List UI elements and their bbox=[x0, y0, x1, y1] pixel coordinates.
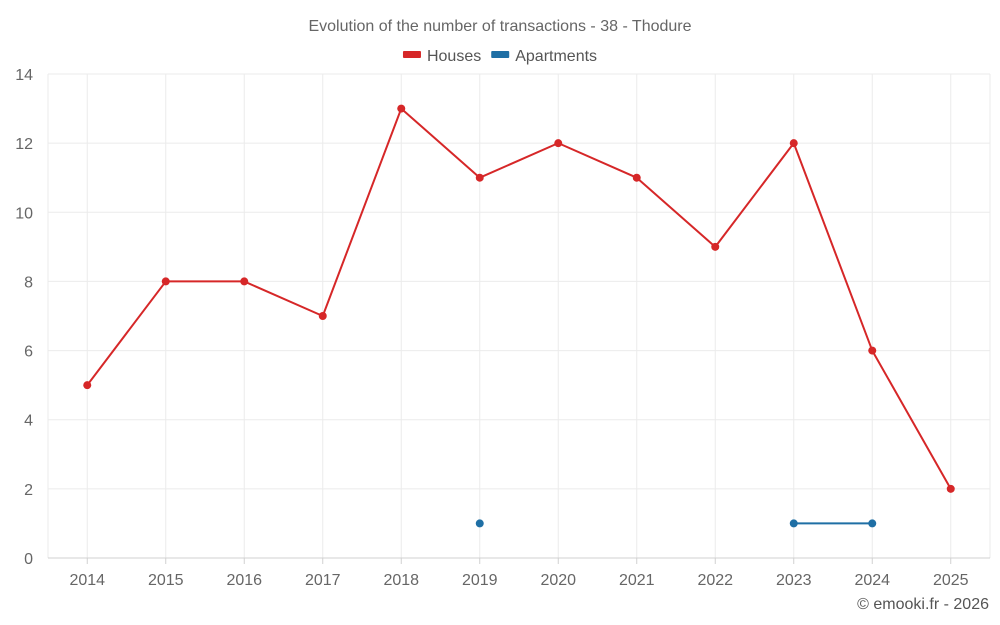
data-point[interactable] bbox=[240, 277, 249, 286]
y-tick-label: 10 bbox=[15, 205, 33, 222]
credit-text: © emooki.fr - 2026 bbox=[857, 596, 989, 613]
x-tick-label: 2015 bbox=[148, 572, 184, 589]
data-point[interactable] bbox=[632, 173, 641, 182]
series-line-segment bbox=[86, 280, 167, 387]
data-point[interactable] bbox=[554, 139, 563, 148]
series-line-segment bbox=[871, 349, 952, 490]
data-point[interactable] bbox=[161, 277, 170, 286]
axes: 0 2 4 6 8 10 12 14 2014 2015 2016 2017 2018 2019 2020 2… bbox=[15, 67, 990, 589]
y-tick-label: 8 bbox=[24, 274, 33, 291]
series-houses bbox=[83, 104, 955, 493]
series-line-segment bbox=[478, 142, 560, 179]
y-tick-label: 4 bbox=[24, 413, 33, 430]
x-tick-label: 2014 bbox=[69, 572, 105, 589]
legend-label: Apartments bbox=[515, 48, 597, 65]
grid bbox=[47, 73, 991, 558]
legend-swatch[interactable] bbox=[491, 51, 510, 58]
data-point[interactable] bbox=[868, 346, 877, 355]
data-point[interactable] bbox=[946, 484, 955, 493]
series-line-segment bbox=[321, 107, 403, 317]
x-tick-label: 2025 bbox=[933, 572, 969, 589]
chart-title: Evolution of the number of transactions … bbox=[308, 18, 691, 35]
data-point[interactable] bbox=[475, 519, 484, 528]
series-line-segment bbox=[635, 176, 717, 248]
data-point[interactable] bbox=[789, 139, 798, 148]
data-point[interactable] bbox=[397, 104, 406, 113]
series-line-segment bbox=[714, 142, 795, 248]
x-tick-label: 2018 bbox=[383, 572, 419, 589]
x-tick-label: 2024 bbox=[854, 572, 890, 589]
data-point[interactable] bbox=[868, 519, 877, 528]
x-tick-label: 2019 bbox=[462, 572, 498, 589]
legend: Houses Apartments bbox=[402, 48, 597, 65]
series-layer bbox=[83, 104, 955, 528]
series-line-segment bbox=[792, 142, 874, 352]
y-tick-label: 6 bbox=[24, 344, 33, 361]
x-tick-label: 2017 bbox=[305, 572, 341, 589]
x-tick-label: 2016 bbox=[226, 572, 262, 589]
x-tick-label: 2020 bbox=[540, 572, 576, 589]
data-point[interactable] bbox=[475, 173, 484, 182]
series-line-segment bbox=[557, 142, 638, 179]
data-point[interactable] bbox=[711, 242, 720, 251]
x-tick-label: 2023 bbox=[776, 572, 812, 589]
data-point[interactable] bbox=[83, 381, 92, 390]
y-tick-label: 2 bbox=[24, 482, 33, 499]
data-point[interactable] bbox=[318, 312, 327, 320]
series-apartments bbox=[475, 519, 877, 528]
legend-label: Houses bbox=[427, 48, 481, 65]
data-point[interactable] bbox=[789, 519, 798, 528]
legend-swatch[interactable] bbox=[402, 51, 421, 58]
series-line-segment bbox=[400, 107, 481, 179]
y-tick-label: 0 bbox=[24, 551, 33, 568]
series-line-segment bbox=[243, 280, 324, 317]
y-tick-label: 14 bbox=[15, 67, 33, 84]
x-tick-label: 2021 bbox=[619, 572, 655, 589]
y-tick-label: 12 bbox=[15, 136, 33, 153]
x-tick-label: 2022 bbox=[697, 572, 733, 589]
